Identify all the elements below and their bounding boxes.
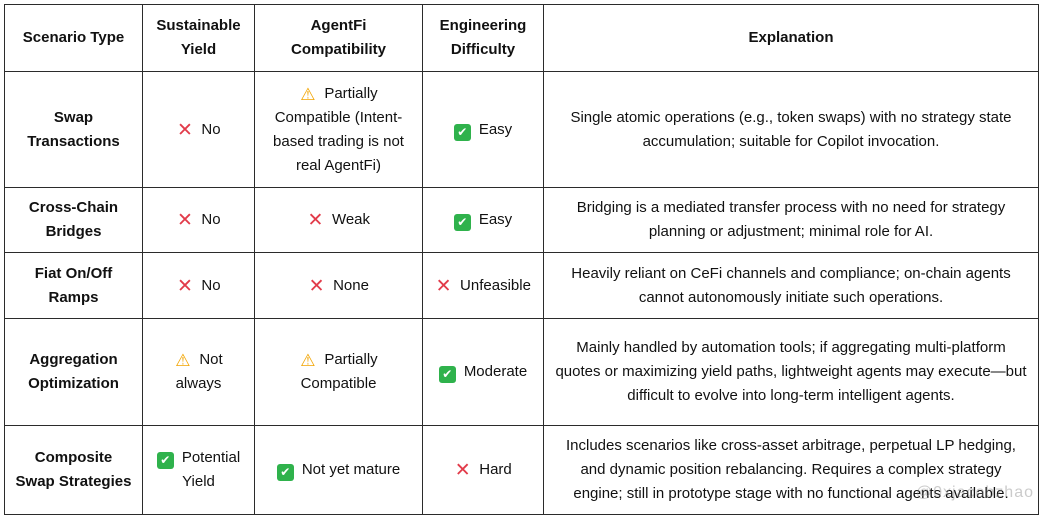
agentfi-compatibility-cell-text: Partially Compatible bbox=[300, 351, 378, 392]
explanation-cell: Bridging is a mediated transfer process … bbox=[543, 187, 1039, 253]
explanation-cell-text: Heavily reliant on CeFi channels and com… bbox=[571, 264, 1011, 306]
cross-mark-icon: ✕ bbox=[435, 274, 452, 297]
check-mark-icon: ✔ bbox=[276, 464, 294, 481]
check-mark-icon: ✔ bbox=[453, 214, 471, 231]
check-mark-icon: ✔ bbox=[156, 452, 174, 469]
header-row: Scenario Type Sustainable Yield AgentFi … bbox=[4, 4, 1039, 72]
table-row: Swap Transactions ✕ No ⚠ Partially Compatibl… bbox=[4, 71, 1039, 188]
agentfi-compatibility-cell-text: Partially Compatible (Intent-based tradi… bbox=[273, 84, 404, 174]
explanation-cell: Heavily reliant on CeFi channels and com… bbox=[543, 252, 1039, 319]
engineering-difficulty-cell-text: Easy bbox=[478, 120, 513, 138]
comparison-table: Scenario Type Sustainable Yield AgentFi … bbox=[4, 4, 1039, 515]
engineering-difficulty-cell: ✔ Easy bbox=[422, 71, 544, 188]
engineering-difficulty-cell-text: Unfeasible bbox=[460, 276, 531, 294]
header-agentfi-compatibility: AgentFi Compatibility bbox=[254, 4, 423, 72]
scenario-cell: Fiat On/Off Ramps bbox=[4, 252, 143, 319]
header-sustainable-yield: Sustainable Yield bbox=[142, 4, 255, 72]
agentfi-compatibility-cell: ⚠ Partially Compatible bbox=[254, 318, 423, 426]
agentfi-compatibility-cell-text: None bbox=[333, 276, 369, 294]
explanation-cell: Mainly handled by automation tools; if a… bbox=[543, 318, 1039, 426]
sustainable-yield-cell: ✕ No bbox=[142, 71, 255, 188]
explanation-cell-text: Mainly handled by automation tools; if a… bbox=[555, 339, 1027, 404]
sustainable-yield-cell: ⚠ Not always bbox=[142, 318, 255, 426]
warning-icon: ⚠ bbox=[300, 351, 316, 371]
agentfi-compatibility-cell: ✔ Not yet mature bbox=[254, 425, 423, 515]
check-mark-icon: ✔ bbox=[438, 366, 456, 383]
check-mark-icon: ✔ bbox=[453, 123, 471, 141]
scenario-cell: Aggregation Optimization bbox=[4, 318, 143, 426]
agentfi-compatibility-cell-text: Not yet mature bbox=[301, 461, 401, 478]
sustainable-yield-cell: ✔ Potential Yield bbox=[142, 425, 255, 515]
table-row: Fiat On/Off Ramps ✕ No ✕ None ✕ Unfeasible Heav… bbox=[4, 252, 1039, 319]
scenario-cell: Composite Swap Strategies bbox=[4, 425, 143, 515]
explanation-cell: Single atomic operations (e.g., token sw… bbox=[543, 71, 1039, 188]
scenario-cell-text: Aggregation Optimization bbox=[28, 351, 119, 392]
engineering-difficulty-cell: ✔ Easy bbox=[422, 187, 544, 253]
header-explanation: Explanation bbox=[543, 4, 1039, 72]
scenario-cell-text: Swap Transactions bbox=[27, 108, 120, 150]
cross-mark-icon: ✕ bbox=[176, 209, 193, 231]
cross-mark-icon: ✕ bbox=[454, 459, 471, 481]
agentfi-compatibility-cell: ✕ Weak bbox=[254, 187, 423, 253]
sustainable-yield-cell-text: No bbox=[201, 211, 221, 228]
engineering-difficulty-cell-text: Moderate bbox=[463, 363, 528, 380]
sustainable-yield-cell-text: Potential Yield bbox=[181, 449, 241, 490]
cross-mark-icon: ✕ bbox=[176, 274, 193, 297]
engineering-difficulty-cell: ✕ Hard bbox=[422, 425, 544, 515]
sustainable-yield-cell-text: Not always bbox=[175, 351, 223, 392]
warning-icon: ⚠ bbox=[300, 84, 316, 105]
table-row: Aggregation Optimization ⚠ Not always ⚠ Part… bbox=[4, 318, 1039, 426]
explanation-cell-text: Bridging is a mediated transfer process … bbox=[576, 199, 1006, 240]
cross-mark-icon: ✕ bbox=[307, 209, 324, 231]
table-row: Cross-Chain Bridges ✕ No ✕ Weak ✔ Easy Bridging… bbox=[4, 187, 1039, 253]
sustainable-yield-cell: ✕ No bbox=[142, 187, 255, 253]
header-engineering-difficulty: Engineering Difficulty bbox=[422, 4, 544, 72]
scenario-cell: Cross-Chain Bridges bbox=[4, 187, 143, 253]
explanation-cell: Includes scenarios like cross-asset arbi… bbox=[543, 425, 1039, 515]
table-row: Composite Swap Strategies ✔ Potential Yiel… bbox=[4, 425, 1039, 515]
sustainable-yield-cell: ✕ No bbox=[142, 252, 255, 319]
sustainable-yield-cell-text: No bbox=[201, 120, 221, 138]
agentfi-compatibility-cell-text: Weak bbox=[331, 211, 371, 228]
cross-mark-icon: ✕ bbox=[176, 118, 193, 141]
agentfi-compatibility-cell: ✕ None bbox=[254, 252, 423, 319]
warning-icon: ⚠ bbox=[175, 351, 191, 371]
agentfi-compatibility-cell: ⚠ Partially Compatible (Intent-based trad… bbox=[254, 71, 423, 188]
header-scenario-type: Scenario Type bbox=[4, 4, 143, 72]
cross-mark-icon: ✕ bbox=[308, 274, 325, 297]
engineering-difficulty-cell-text: Hard bbox=[479, 461, 512, 478]
explanation-cell-text: Single atomic operations (e.g., token sw… bbox=[570, 108, 1012, 150]
scenario-cell: Swap Transactions bbox=[4, 71, 143, 188]
scenario-cell-text: Composite Swap Strategies bbox=[15, 449, 132, 490]
engineering-difficulty-cell: ✔ Moderate bbox=[422, 318, 544, 426]
scenario-cell-text: Cross-Chain Bridges bbox=[28, 199, 119, 240]
sustainable-yield-cell-text: No bbox=[201, 276, 221, 294]
engineering-difficulty-cell: ✕ Unfeasible bbox=[422, 252, 544, 319]
engineering-difficulty-cell-text: Easy bbox=[478, 211, 513, 228]
explanation-cell-text: Includes scenarios like cross-asset arbi… bbox=[566, 437, 1016, 502]
scenario-cell-text: Fiat On/Off Ramps bbox=[34, 264, 113, 306]
